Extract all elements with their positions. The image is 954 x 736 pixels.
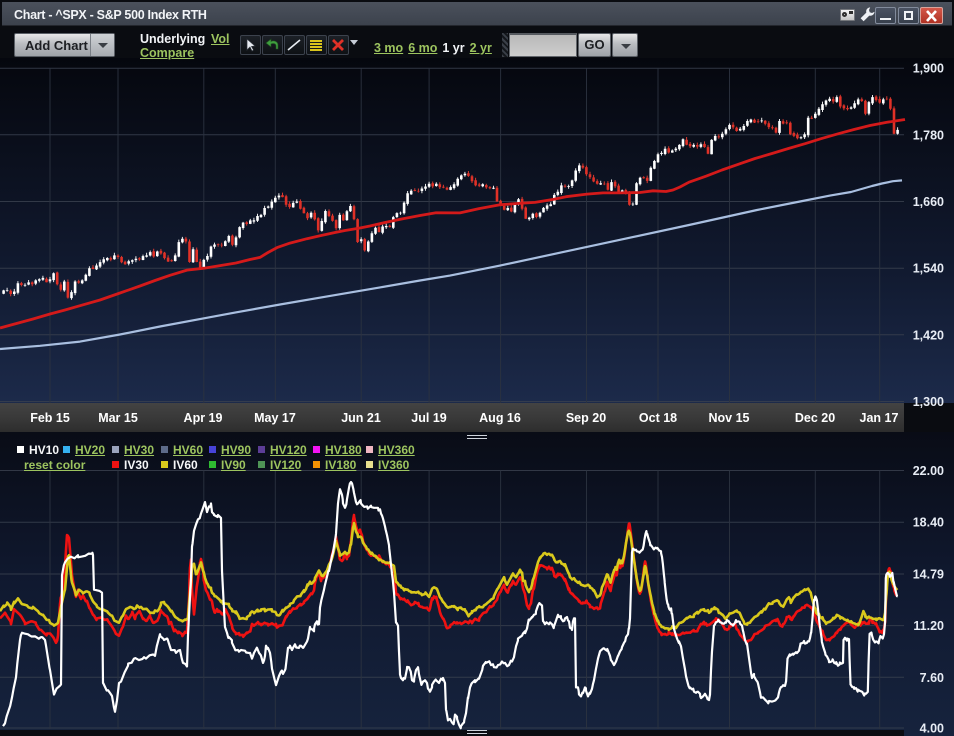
svg-text:4.00: 4.00: [920, 722, 944, 736]
svg-text:18.40: 18.40: [913, 516, 944, 530]
svg-text:1,540: 1,540: [913, 262, 944, 276]
svg-text:1,660: 1,660: [913, 195, 944, 209]
svg-text:1,420: 1,420: [913, 328, 944, 342]
svg-text:11.20: 11.20: [913, 619, 944, 633]
svg-text:1,900: 1,900: [913, 62, 944, 76]
svg-text:22.00: 22.00: [913, 464, 944, 478]
svg-text:7.60: 7.60: [920, 671, 944, 685]
svg-text:1,300: 1,300: [913, 395, 944, 409]
svg-text:1,780: 1,780: [913, 128, 944, 142]
svg-text:14.79: 14.79: [913, 568, 944, 582]
